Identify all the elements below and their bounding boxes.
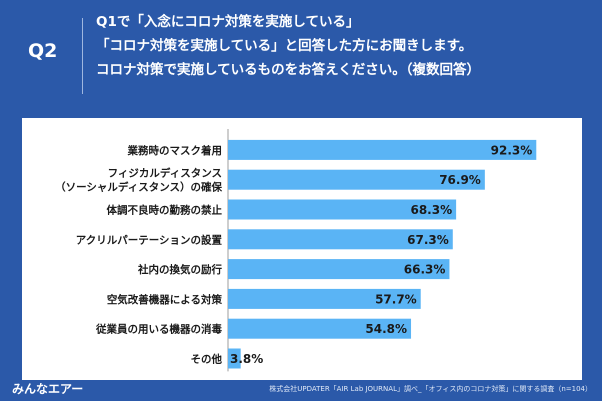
value-label: 92.3% [491,143,533,157]
header: Q2 Q1で「入念にコロナ対策を実施している」 「コロナ対策を実施している」と回… [0,0,602,110]
category-label: フィジカルディスタンス [108,167,222,180]
category-label: アクリルパーテーションの設置 [76,233,223,246]
category-label: 従業員の用いる機器の消毒 [95,323,222,336]
value-label: 54.8% [365,322,407,336]
category-label: 体調不良時の勤務の禁止 [107,204,223,217]
header-divider [82,18,83,94]
source-note: 株式会社UPDATER「AIR Lab JOURNAL」調べ_「オフィス内のコロ… [269,385,592,393]
category-label: （ソーシャルディスタンス）の確保 [55,181,222,194]
category-label: 業務時のマスク着用 [127,144,223,157]
bar [228,348,241,369]
value-label: 3.8% [230,352,263,366]
bar [228,139,537,160]
category-label: 空気改善機器による対策 [107,293,223,306]
bar [228,259,450,280]
question-badge: Q2 [28,40,58,62]
value-label: 67.3% [407,233,449,247]
chart-card: 92.3% 業務時のマスク着用 76.9% フィジカルディスタンス （ソーシャルディスタ… [22,118,582,380]
brand-logo: みんなエアー [12,382,84,396]
question-line: コロナ対策で実施しているものをお答えください。（複数回答） [96,62,480,78]
bar [228,199,457,220]
value-label: 66.3% [404,263,446,277]
value-label: 68.3% [410,203,452,217]
bar [228,318,412,339]
value-label: 76.9% [439,173,481,187]
category-label: その他 [191,353,223,366]
category-label: 社内の換気の励行 [137,263,222,276]
question-text: Q1で「入念にコロナ対策を実施している」 「コロナ対策を実施している」と回答した… [96,10,480,82]
bar-chart: 92.3% 業務時のマスク着用 76.9% フィジカルディスタンス（ソーシャルディスタ… [55,129,537,372]
bar [228,229,453,250]
bar [228,288,421,309]
bar [228,169,485,190]
question-line: 「コロナ対策を実施している」と回答した方にお聞きします。 [96,38,473,54]
value-label: 57.7% [375,292,417,306]
question-line: Q1で「入念にコロナ対策を実施している」 [96,14,360,30]
